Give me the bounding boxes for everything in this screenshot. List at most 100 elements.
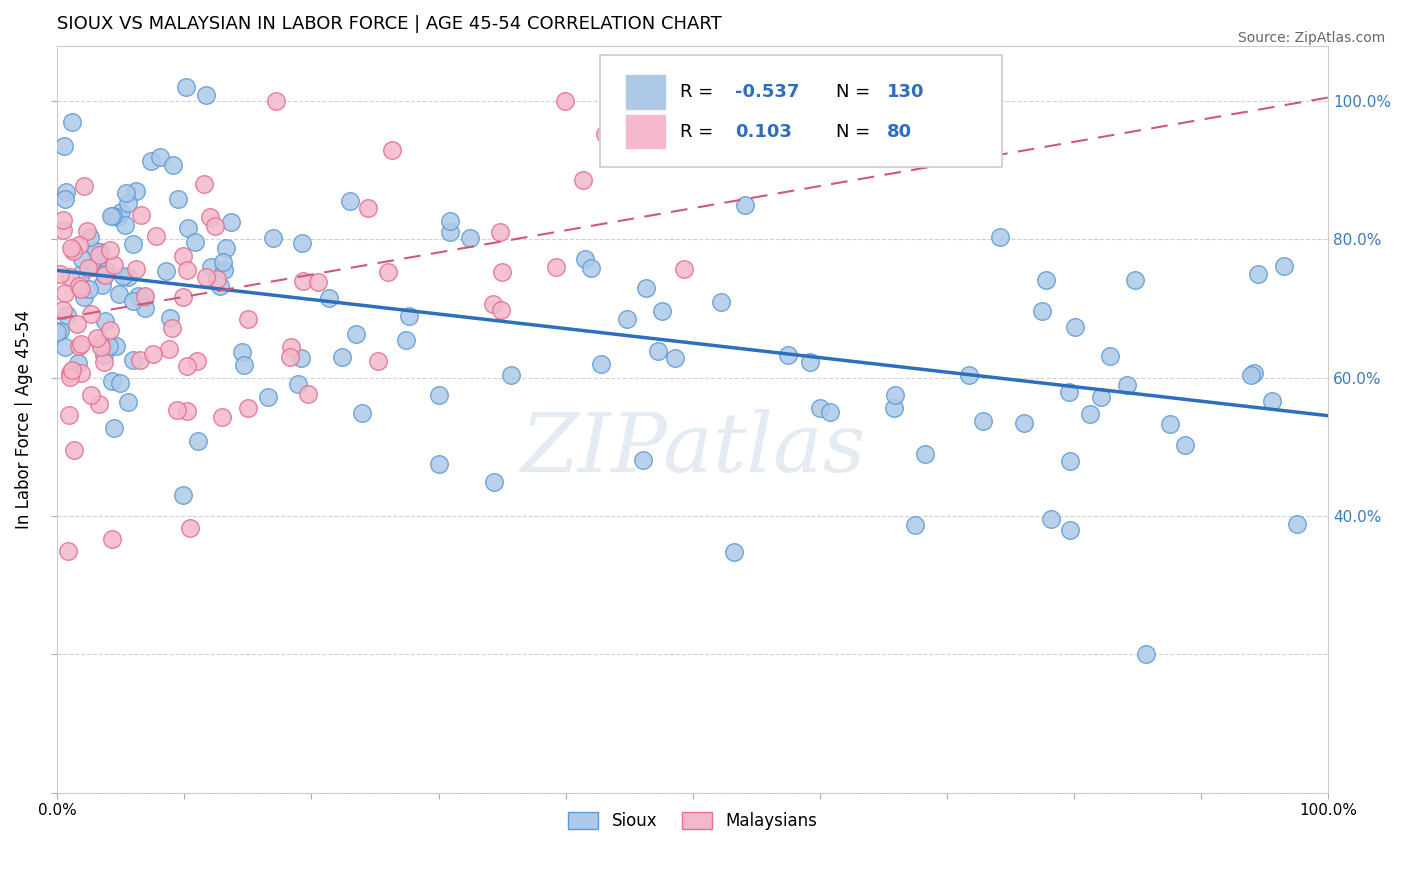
Point	[489, 303, 512, 318]
Text: R =: R =	[681, 83, 718, 101]
Point	[231, 344, 253, 359]
Bar	[626, 113, 666, 150]
Point	[142, 347, 165, 361]
Point	[593, 127, 616, 141]
Point	[60, 362, 83, 376]
Y-axis label: In Labor Force | Age 45-54: In Labor Force | Age 45-54	[15, 310, 32, 529]
Point	[160, 320, 183, 334]
Point	[195, 270, 218, 285]
Point	[439, 214, 461, 228]
Point	[117, 395, 139, 409]
Point	[98, 243, 121, 257]
Point	[108, 376, 131, 391]
FancyBboxPatch shape	[600, 54, 1001, 168]
Point	[1272, 259, 1295, 273]
Point	[672, 262, 695, 277]
Point	[1125, 273, 1147, 287]
Point	[157, 343, 180, 357]
Point	[330, 350, 353, 364]
Point	[90, 277, 112, 292]
Point	[236, 401, 259, 415]
Point	[69, 267, 91, 281]
Point	[53, 192, 76, 206]
Point	[56, 308, 79, 322]
Text: R =: R =	[681, 122, 718, 141]
Point	[117, 270, 139, 285]
Point	[176, 404, 198, 418]
Point	[482, 297, 505, 311]
Point	[904, 518, 927, 533]
Point	[89, 245, 111, 260]
Point	[1099, 349, 1122, 363]
Point	[1115, 378, 1137, 392]
Point	[339, 194, 361, 209]
Point	[308, 276, 330, 290]
Point	[1063, 319, 1085, 334]
Point	[219, 215, 242, 229]
Point	[352, 406, 374, 420]
Point	[381, 143, 404, 157]
Text: ZIPatlas: ZIPatlas	[520, 409, 866, 489]
Point	[93, 314, 115, 328]
Text: SIOUX VS MALAYSIAN IN LABOR FORCE | AGE 45-54 CORRELATION CHART: SIOUX VS MALAYSIAN IN LABOR FORCE | AGE …	[58, 15, 723, 33]
Point	[972, 414, 994, 428]
Point	[212, 262, 235, 277]
Point	[1240, 368, 1263, 382]
Point	[53, 139, 76, 153]
Point	[1243, 366, 1265, 380]
Point	[93, 348, 115, 362]
Point	[53, 340, 76, 354]
Point	[205, 272, 228, 286]
Point	[572, 173, 595, 187]
Point	[100, 210, 122, 224]
Point	[647, 344, 669, 359]
Point	[177, 221, 200, 235]
Point	[134, 288, 156, 302]
Point	[59, 369, 82, 384]
Point	[427, 457, 450, 471]
Point	[89, 335, 111, 350]
Point	[198, 210, 221, 224]
Point	[1040, 511, 1063, 525]
Point	[103, 421, 125, 435]
Point	[84, 244, 107, 258]
Point	[101, 209, 124, 223]
Point	[52, 302, 75, 317]
Point	[491, 265, 513, 279]
Point	[59, 269, 82, 284]
Point	[266, 94, 288, 108]
Point	[59, 366, 82, 380]
Point	[60, 241, 83, 255]
Point	[664, 351, 686, 366]
Point	[66, 318, 89, 332]
Point	[52, 212, 75, 227]
Point	[256, 390, 278, 404]
Point	[193, 178, 215, 192]
Point	[1012, 416, 1035, 430]
Point	[167, 192, 190, 206]
Point	[117, 196, 139, 211]
Point	[172, 290, 194, 304]
Point	[159, 310, 181, 325]
Point	[128, 352, 150, 367]
Point	[634, 120, 657, 134]
Point	[176, 263, 198, 277]
Point	[172, 249, 194, 263]
Point	[1247, 267, 1270, 281]
Bar	[626, 74, 666, 110]
Point	[125, 184, 148, 198]
Point	[574, 252, 596, 266]
Text: N =: N =	[837, 122, 876, 141]
Point	[280, 350, 302, 364]
Point	[67, 279, 90, 293]
Text: Source: ZipAtlas.com: Source: ZipAtlas.com	[1237, 31, 1385, 45]
Point	[89, 248, 111, 262]
Point	[49, 267, 72, 281]
Point	[63, 443, 86, 458]
Point	[87, 397, 110, 411]
Point	[49, 324, 72, 338]
Point	[211, 410, 233, 425]
Point	[818, 405, 841, 419]
Point	[280, 340, 302, 354]
Point	[80, 388, 103, 402]
